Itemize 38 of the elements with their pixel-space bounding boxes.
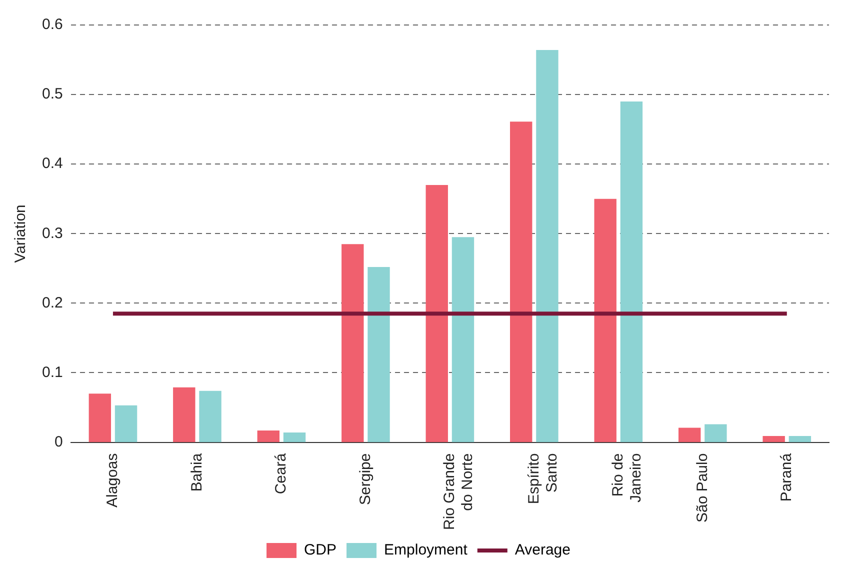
x-tick-label: Alagoas — [104, 453, 122, 508]
y-axis-title: Variation — [12, 204, 30, 263]
bar — [283, 432, 306, 442]
legend-label: Employment — [384, 542, 468, 559]
bar — [88, 394, 112, 442]
bar — [510, 122, 532, 442]
legend-label: Average — [514, 542, 570, 559]
x-tick-label: Paraná — [778, 452, 796, 502]
bar — [452, 237, 474, 442]
y-tick-label: 0.4 — [42, 155, 63, 172]
bar — [173, 387, 196, 442]
bar — [199, 390, 222, 442]
bar — [678, 428, 701, 442]
x-tick-label: Bahia — [188, 452, 206, 492]
x-tick-label: São Paulo — [694, 453, 711, 523]
bar — [788, 436, 812, 442]
bar — [620, 102, 643, 442]
bar — [536, 50, 558, 442]
x-tick-label: Rio Grande do Norte — [441, 453, 476, 530]
legend-label: GDP — [304, 542, 337, 559]
bar — [114, 405, 138, 442]
bar — [704, 424, 727, 442]
y-tick-label: 0.6 — [42, 16, 63, 34]
bar — [594, 198, 616, 442]
y-tick-label: 0.5 — [42, 86, 63, 103]
y-tick-label: 0.3 — [42, 224, 63, 242]
y-tick-label: 0.2 — [42, 294, 63, 312]
bar — [368, 267, 390, 442]
x-tick-label: Rio de Janeiro — [610, 453, 645, 502]
bar — [257, 430, 280, 442]
y-tick-label: 0 — [54, 433, 63, 450]
bar — [342, 244, 364, 442]
x-tick-label: Espírito Santo — [525, 453, 560, 504]
y-tick-label: 0.1 — [42, 364, 63, 381]
bar — [426, 184, 448, 442]
x-tick-label: Ceará — [272, 452, 290, 494]
x-tick-label: Sergipe — [356, 453, 374, 505]
bar — [762, 436, 785, 442]
